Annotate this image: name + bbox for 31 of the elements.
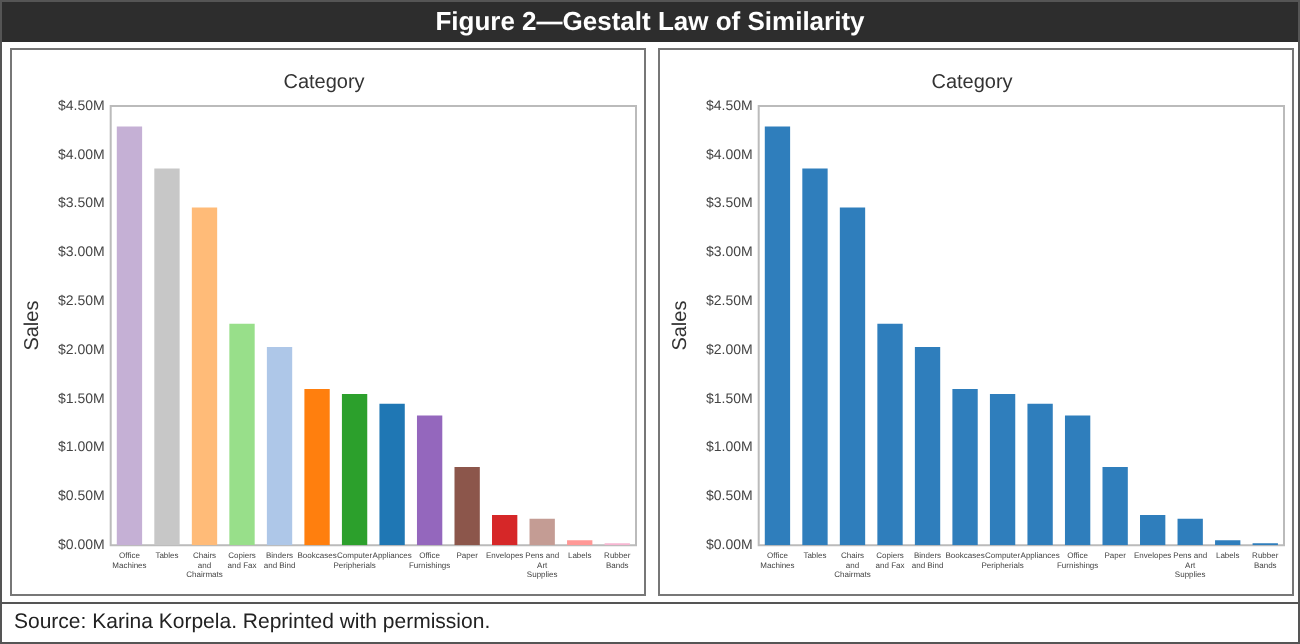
bar — [914, 347, 941, 546]
bar — [229, 323, 255, 546]
bar — [1177, 518, 1203, 546]
bar — [116, 126, 143, 546]
y-axis-title: Sales — [669, 300, 692, 351]
bar — [266, 347, 293, 546]
bar — [1215, 540, 1241, 546]
bar — [341, 393, 368, 546]
source-note: Source: Karina Korpela. Reprinted with permission. — [12, 608, 493, 638]
bar — [1027, 403, 1053, 546]
bar — [1102, 467, 1128, 546]
x-axis-title: Category — [283, 71, 365, 94]
bar — [1064, 415, 1091, 546]
bar — [839, 207, 866, 546]
bar — [989, 393, 1016, 546]
chart-title: Figure 2—Gestalt Law of Similarity — [2, 2, 1298, 42]
bar — [877, 323, 903, 546]
bar — [304, 389, 330, 546]
bar — [191, 207, 218, 546]
bar — [454, 467, 480, 546]
bar — [416, 415, 443, 546]
y-axis-title: Sales — [21, 300, 44, 351]
bar — [492, 514, 518, 546]
bar — [379, 403, 405, 546]
bar — [764, 126, 791, 546]
x-axis-title: Category — [931, 71, 1013, 94]
bar — [567, 540, 593, 546]
bar — [529, 518, 555, 546]
bar — [952, 389, 978, 546]
bar — [1140, 514, 1166, 546]
bar — [802, 168, 828, 546]
